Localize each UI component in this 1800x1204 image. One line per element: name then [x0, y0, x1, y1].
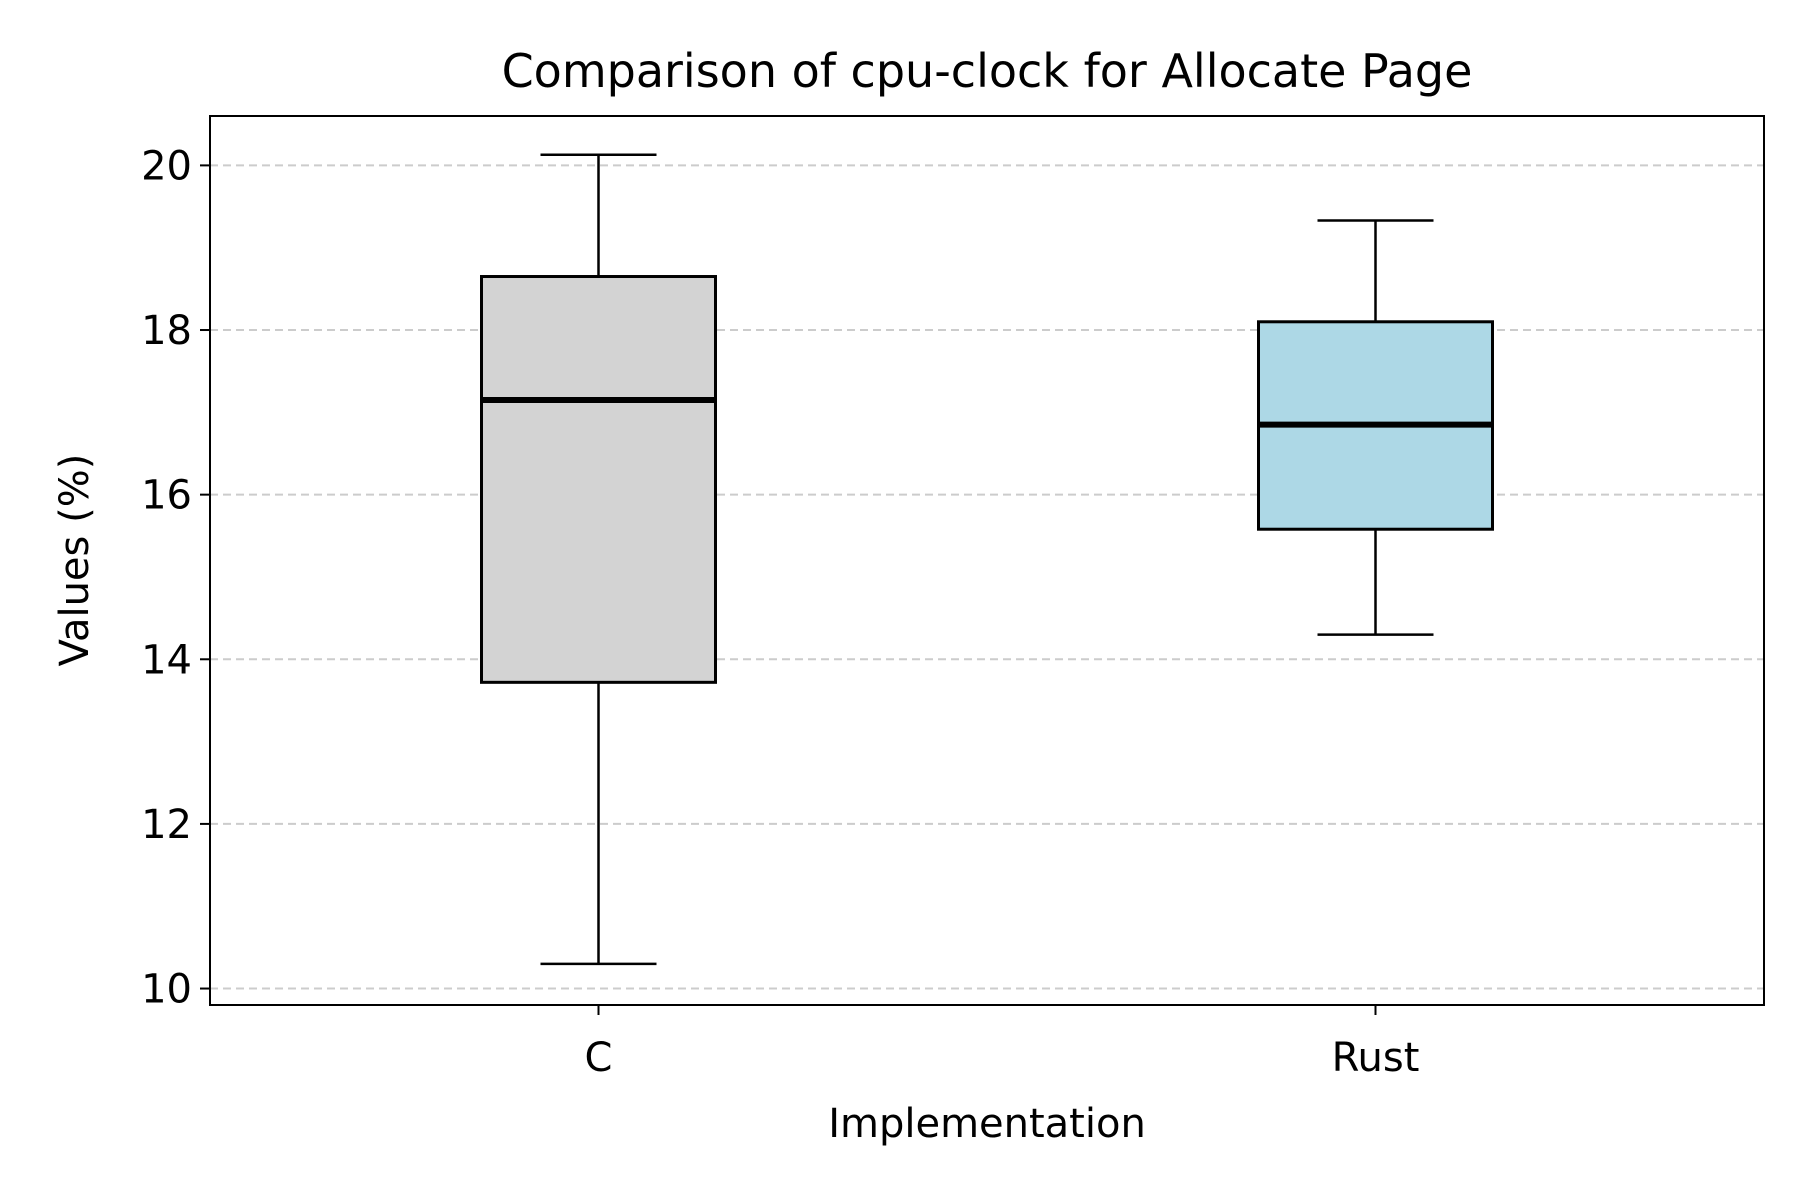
y-tick-label: 14: [141, 637, 192, 683]
chart-title: Comparison of cpu-clock for Allocate Pag…: [502, 44, 1473, 98]
x-axis-label: Implementation: [828, 1101, 1146, 1147]
box-group-rust: [1257, 219, 1494, 636]
box-series: [480, 153, 1494, 966]
y-axis-ticks: 10 12 14 16 18 20: [141, 143, 210, 1013]
y-tick-label: 18: [141, 308, 192, 354]
y-tick-label: 16: [141, 473, 192, 519]
plot-frame: [209, 115, 1765, 1006]
x-axis-ticks: C Rust: [585, 1005, 1420, 1081]
y-tick-label: 10: [141, 967, 192, 1013]
y-tick-label: 20: [141, 143, 192, 189]
box-iqr: [480, 275, 717, 684]
box-group-c: [480, 153, 717, 966]
x-tick-label: C: [585, 1035, 613, 1081]
x-tick-label: Rust: [1332, 1035, 1420, 1081]
y-axis-label: Values (%): [52, 454, 98, 667]
y-tick-label: 12: [141, 802, 192, 848]
grid-lines: [210, 164, 1764, 990]
